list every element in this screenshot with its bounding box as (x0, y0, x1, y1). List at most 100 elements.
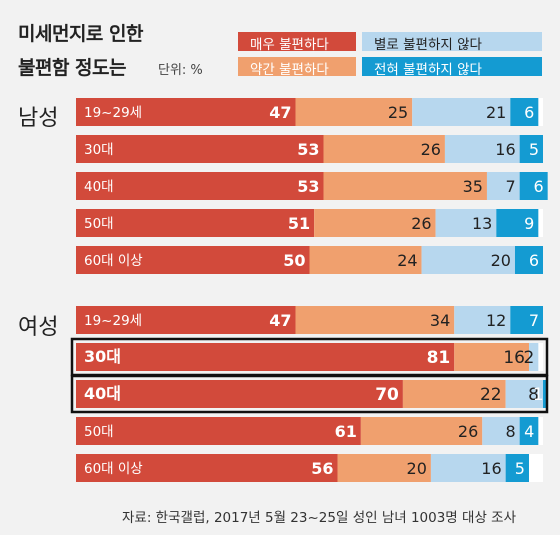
legend-label: 전혀 불편하지 않다 (374, 62, 482, 78)
bar-row: 47 34 12 7 19~29세 (76, 306, 543, 334)
bar-value-label: 50 (283, 251, 305, 270)
bar-segment (76, 172, 324, 200)
bar-value-label: 12 (486, 311, 506, 330)
bar-value-label: 2 (524, 348, 535, 368)
bar-value-label: 4 (524, 422, 534, 441)
bar-segment (486, 172, 520, 200)
bar-value-label: 47 (269, 311, 291, 330)
bar-segment (337, 454, 431, 482)
bar-row: 50 24 20 6 60대 이상 (76, 246, 543, 274)
bar-value-label: 26 (458, 422, 478, 441)
bar-segment (510, 98, 539, 126)
bar-value-label: 7 (505, 177, 515, 196)
bar-value-label: 26 (421, 140, 441, 159)
bar-value-label: 81 (427, 348, 451, 368)
row-category-label: 19~29세 (84, 105, 142, 121)
bar-value-label: 8 (505, 422, 515, 441)
bar-segment (482, 417, 520, 445)
bar-value-label: 61 (335, 422, 357, 441)
bar-value-label: 5 (529, 140, 539, 159)
bar-value-label: 20 (491, 251, 511, 270)
bar-value-label: 7 (529, 311, 539, 330)
bar-segment (314, 209, 436, 237)
bar-value-label: 13 (472, 214, 492, 233)
bar-value-label: 35 (463, 177, 483, 196)
row-category-label: 60대 이상 (84, 253, 143, 269)
bar-segment (519, 172, 548, 200)
unit-label: 단위: % (158, 63, 203, 78)
bar-segment (505, 454, 529, 482)
bar-segment (76, 454, 338, 482)
bar-segment (454, 343, 529, 371)
bar-segment (76, 246, 310, 274)
row-category-label: 40대 (84, 179, 114, 195)
bar-segment (295, 98, 413, 126)
legend-label: 약간 불편하다 (250, 62, 329, 78)
legend-swatch (238, 32, 356, 51)
bar-segment (323, 135, 445, 163)
bar-segment (444, 135, 520, 163)
row-category-label: 30대 (84, 347, 121, 366)
legend-swatch (238, 57, 356, 76)
group-label-male: 남성 (18, 106, 59, 131)
bar-segment (76, 209, 315, 237)
bar-segment (76, 380, 403, 408)
bar-segment (519, 417, 539, 445)
bar-value-label: 9 (524, 214, 534, 233)
bar-value-label: 25 (388, 103, 408, 122)
bar-segment (76, 417, 361, 445)
bar-segment (435, 209, 497, 237)
bar-row: 81 162 30대 (70, 337, 549, 377)
bar-value-label: 22 (480, 385, 502, 405)
bar-segment (496, 209, 539, 237)
bar-segment (402, 380, 506, 408)
bar-segment (519, 135, 543, 163)
chart-title-line1: 미세먼지로 인한 (18, 23, 143, 45)
legend-label: 매우 불편하다 (250, 37, 329, 53)
bar-segment (360, 417, 483, 445)
bar-value-label: 34 (430, 311, 450, 330)
bar-value-label: 21 (486, 103, 506, 122)
bar-segment (295, 306, 455, 334)
bar-row: 47 25 21 6 19~29세 (76, 98, 543, 126)
bar-segment (76, 98, 296, 126)
bar-segment (76, 135, 324, 163)
group-label-female: 여성 (18, 315, 59, 340)
row-category-label: 19~29세 (84, 313, 142, 329)
legend-swatch (362, 57, 542, 76)
row-category-label: 60대 이상 (84, 461, 143, 477)
bar-value-label: 6 (533, 177, 543, 196)
bar-value-label: 70 (375, 385, 399, 405)
bar-value-label: 20 (407, 459, 427, 478)
bar-value-label: 8 (528, 385, 539, 405)
bar-segment (323, 172, 487, 200)
bar-value-label: 5 (515, 459, 525, 478)
bar-segment (76, 343, 455, 371)
row-category-label: 50대 (84, 216, 114, 232)
bar-segment (454, 306, 511, 334)
bar-segment (528, 343, 539, 371)
bar-value-label: 6 (529, 251, 539, 270)
bar-segment (421, 246, 515, 274)
bar-segment (412, 98, 511, 126)
bar-segment (543, 380, 548, 408)
bar-segment (430, 454, 506, 482)
source-note: 자료: 한국갤럽, 2017년 5월 23~25일 성인 남녀 1003명 대상… (122, 510, 516, 526)
bar-value-label: 6 (524, 103, 534, 122)
bar-value-label: 16 (503, 348, 525, 368)
bar-row: 53 35 7 6 40대 (76, 172, 548, 200)
bar-row: 56 20 16 5 60대 이상 (76, 454, 543, 482)
bar-segment (76, 306, 296, 334)
bar-value-label: 47 (269, 103, 291, 122)
bar-value-label: 53 (297, 140, 319, 159)
chart-title-line2: 불편함 정도는 (18, 57, 127, 79)
bar-segment (514, 246, 543, 274)
bar-segment (309, 246, 422, 274)
bar-row: 70 22 81 40대 (70, 374, 549, 414)
row-category-label: 50대 (84, 424, 114, 440)
bar-value-label: 1 (533, 385, 544, 405)
bar-value-label: 16 (495, 140, 515, 159)
bar-value-label: 51 (288, 214, 310, 233)
bar-value-label: 53 (297, 177, 319, 196)
